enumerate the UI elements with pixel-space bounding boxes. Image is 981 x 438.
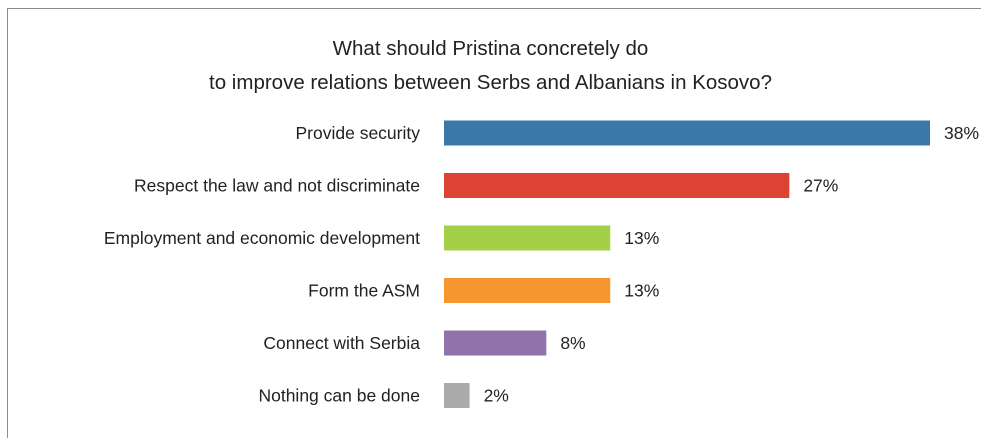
bar-1 [444,173,790,198]
value-label-3: 13% [624,281,659,301]
bar-4 [444,330,547,356]
value-label-1: 27% [803,176,838,196]
bar-3 [444,278,611,303]
category-label-4: Connect with Serbia [263,333,420,353]
chart-subtitle: to improve relations between Serbs and A… [209,71,772,94]
category-label-2: Employment and economic development [104,228,420,248]
bar-2 [444,225,611,251]
category-label-0: Provide security [296,123,421,143]
category-label-5: Nothing can be done [258,386,420,406]
category-label-1: Respect the law and not discriminate [134,176,420,196]
bar-5 [444,383,470,408]
value-label-5: 2% [484,386,509,406]
chart-title: What should Pristina concretely do [332,37,649,60]
value-label-0: 38% [944,123,979,143]
bar-0 [444,120,930,146]
category-label-3: Form the ASM [308,281,420,301]
chart-frame [7,8,981,438]
value-label-2: 13% [624,228,659,248]
value-label-4: 8% [560,333,585,353]
